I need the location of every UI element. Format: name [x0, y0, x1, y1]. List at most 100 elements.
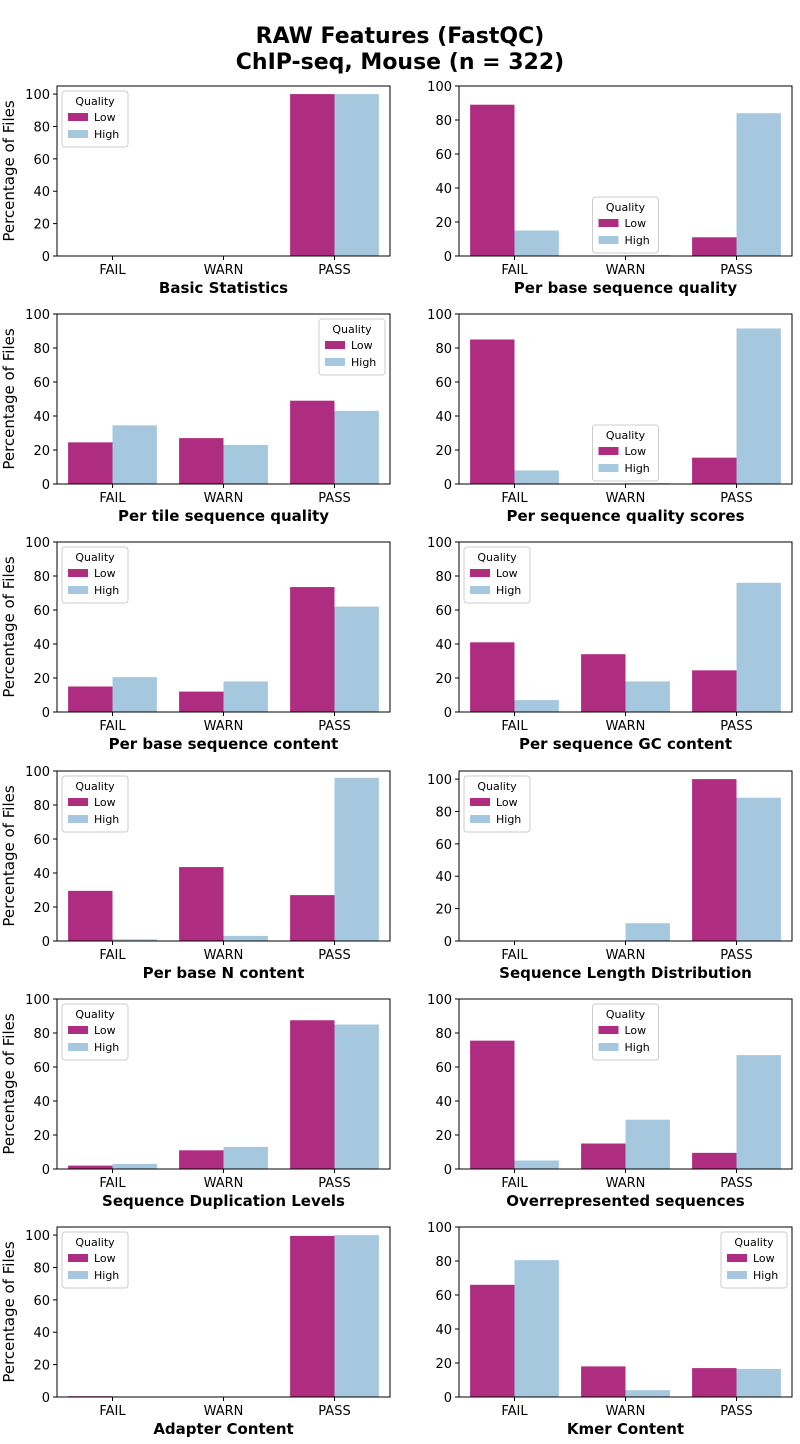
subplot-12: 0 20 40 60 80 100 FAIL WARN PASS Kmer Content Qual…: [427, 1221, 793, 1438]
x-axis-label: Sequence Length Distribution: [499, 964, 752, 982]
bar-low-pass: [692, 670, 737, 712]
legend: Quality Low High: [592, 424, 659, 482]
legend-title: Quality: [606, 1008, 646, 1021]
subplot-1: 0 20 40 60 80 100 FAIL WARN PASS Basic Statistics…: [0, 85, 391, 297]
bar-high-fail: [112, 677, 157, 712]
y-tick-label: 60: [435, 148, 452, 163]
x-tick-label: WARN: [204, 491, 244, 506]
y-tick-label: 0: [42, 478, 50, 493]
legend-title: Quality: [477, 780, 517, 793]
legend-label-high: High: [351, 356, 376, 369]
y-tick-label: 20: [435, 216, 452, 231]
subplot-10: 0 20 40 60 80 100 FAIL WARN PASSOverrepresented …: [427, 993, 793, 1210]
x-tick-label: FAIL: [501, 1404, 528, 1419]
legend-title: Quality: [75, 780, 115, 793]
y-tick-label: 0: [42, 1391, 50, 1406]
y-tick-label: 0: [444, 706, 452, 721]
x-tick-label: FAIL: [99, 1404, 126, 1419]
bar-high-fail: [514, 1160, 559, 1169]
y-axis-label: Percentage of Files: [0, 328, 18, 469]
bar-low-warn: [179, 867, 224, 941]
bar-low-pass: [692, 457, 737, 484]
bar-high-fail: [514, 230, 559, 256]
legend-label-low: Low: [94, 567, 116, 580]
y-tick-label: 100: [427, 536, 452, 551]
y-tick-label: 100: [25, 993, 50, 1008]
bar-low-pass: [692, 237, 737, 256]
legend-swatch-high: [68, 586, 88, 594]
x-axis-label: Overrepresented sequences: [506, 1192, 744, 1210]
legend-label-low: Low: [94, 111, 116, 124]
legend-swatch-low: [470, 569, 490, 577]
y-tick-label: 80: [435, 1255, 452, 1270]
bar-high-fail: [514, 700, 559, 712]
y-tick-label: 0: [42, 1163, 50, 1178]
legend-label-low: Low: [625, 217, 647, 230]
y-tick-label: 80: [33, 342, 50, 357]
y-axis-label: Percentage of Files: [0, 1241, 18, 1382]
y-tick-label: 80: [435, 805, 452, 820]
bar-high-warn: [223, 1146, 268, 1169]
x-axis-label: Adapter Content: [153, 1420, 293, 1438]
y-tick-label: 80: [435, 114, 452, 129]
legend-label-low: Low: [625, 1024, 647, 1037]
legend-label-high: High: [94, 128, 119, 141]
legend: Quality Low High: [61, 1003, 129, 1061]
y-tick-label: 100: [427, 308, 452, 323]
y-tick-label: 40: [435, 1095, 452, 1110]
x-tick-label: WARN: [606, 1404, 646, 1419]
y-tick-label: 60: [435, 1061, 452, 1076]
x-axis-label: Per sequence quality scores: [506, 507, 744, 525]
legend-swatch-high: [470, 815, 490, 823]
bar-low-pass: [692, 1368, 737, 1397]
legend-label-high: High: [496, 813, 521, 826]
legend: Quality Low High: [61, 1231, 129, 1289]
subplot-7: 0 20 40 60 80 100 FAIL WARN PASS Per base N conte…: [0, 765, 391, 982]
x-axis-label: Kmer Content: [567, 1420, 684, 1438]
bar-low-fail: [68, 890, 113, 941]
y-tick-label: 40: [33, 185, 50, 200]
bar-low-fail: [68, 1165, 113, 1169]
y-tick-label: 100: [427, 773, 452, 788]
y-tick-label: 80: [33, 1027, 50, 1042]
legend-swatch-low: [68, 1026, 88, 1034]
x-tick-label: WARN: [204, 719, 244, 734]
y-tick-label: 80: [33, 799, 50, 814]
legend-title: Quality: [332, 323, 372, 336]
bar-high-pass: [334, 777, 379, 941]
legend-swatch-high: [325, 358, 345, 366]
x-tick-label: FAIL: [501, 263, 528, 278]
bar-low-pass: [290, 587, 335, 712]
legend-title: Quality: [734, 1236, 774, 1249]
y-tick-label: 60: [435, 1289, 452, 1304]
bar-high-warn: [625, 1390, 670, 1397]
x-tick-label: WARN: [606, 719, 646, 734]
x-tick-label: WARN: [606, 491, 646, 506]
bar-high-pass: [334, 94, 379, 256]
legend-label-high: High: [625, 234, 650, 247]
y-tick-label: 40: [435, 182, 452, 197]
y-tick-label: 60: [33, 153, 50, 168]
bar-high-pass: [334, 606, 379, 712]
x-axis-label: Per tile sequence quality: [118, 507, 329, 525]
x-tick-label: PASS: [318, 948, 350, 963]
legend-swatch-low: [325, 341, 345, 349]
y-tick-label: 100: [427, 1221, 452, 1236]
y-tick-label: 80: [435, 570, 452, 585]
legend-title: Quality: [75, 551, 115, 564]
bar-high-fail: [514, 1260, 559, 1397]
legend-swatch-high: [598, 464, 619, 472]
y-tick-label: 20: [33, 444, 50, 459]
bar-high-pass: [334, 1024, 379, 1169]
bar-high-pass: [334, 1235, 379, 1397]
legend: Quality Low High: [463, 546, 531, 604]
legend-swatch-low: [68, 798, 88, 806]
legend: Quality Low High: [61, 775, 129, 833]
legend-swatch-high: [68, 1043, 88, 1051]
legend-swatch-low: [598, 447, 619, 455]
